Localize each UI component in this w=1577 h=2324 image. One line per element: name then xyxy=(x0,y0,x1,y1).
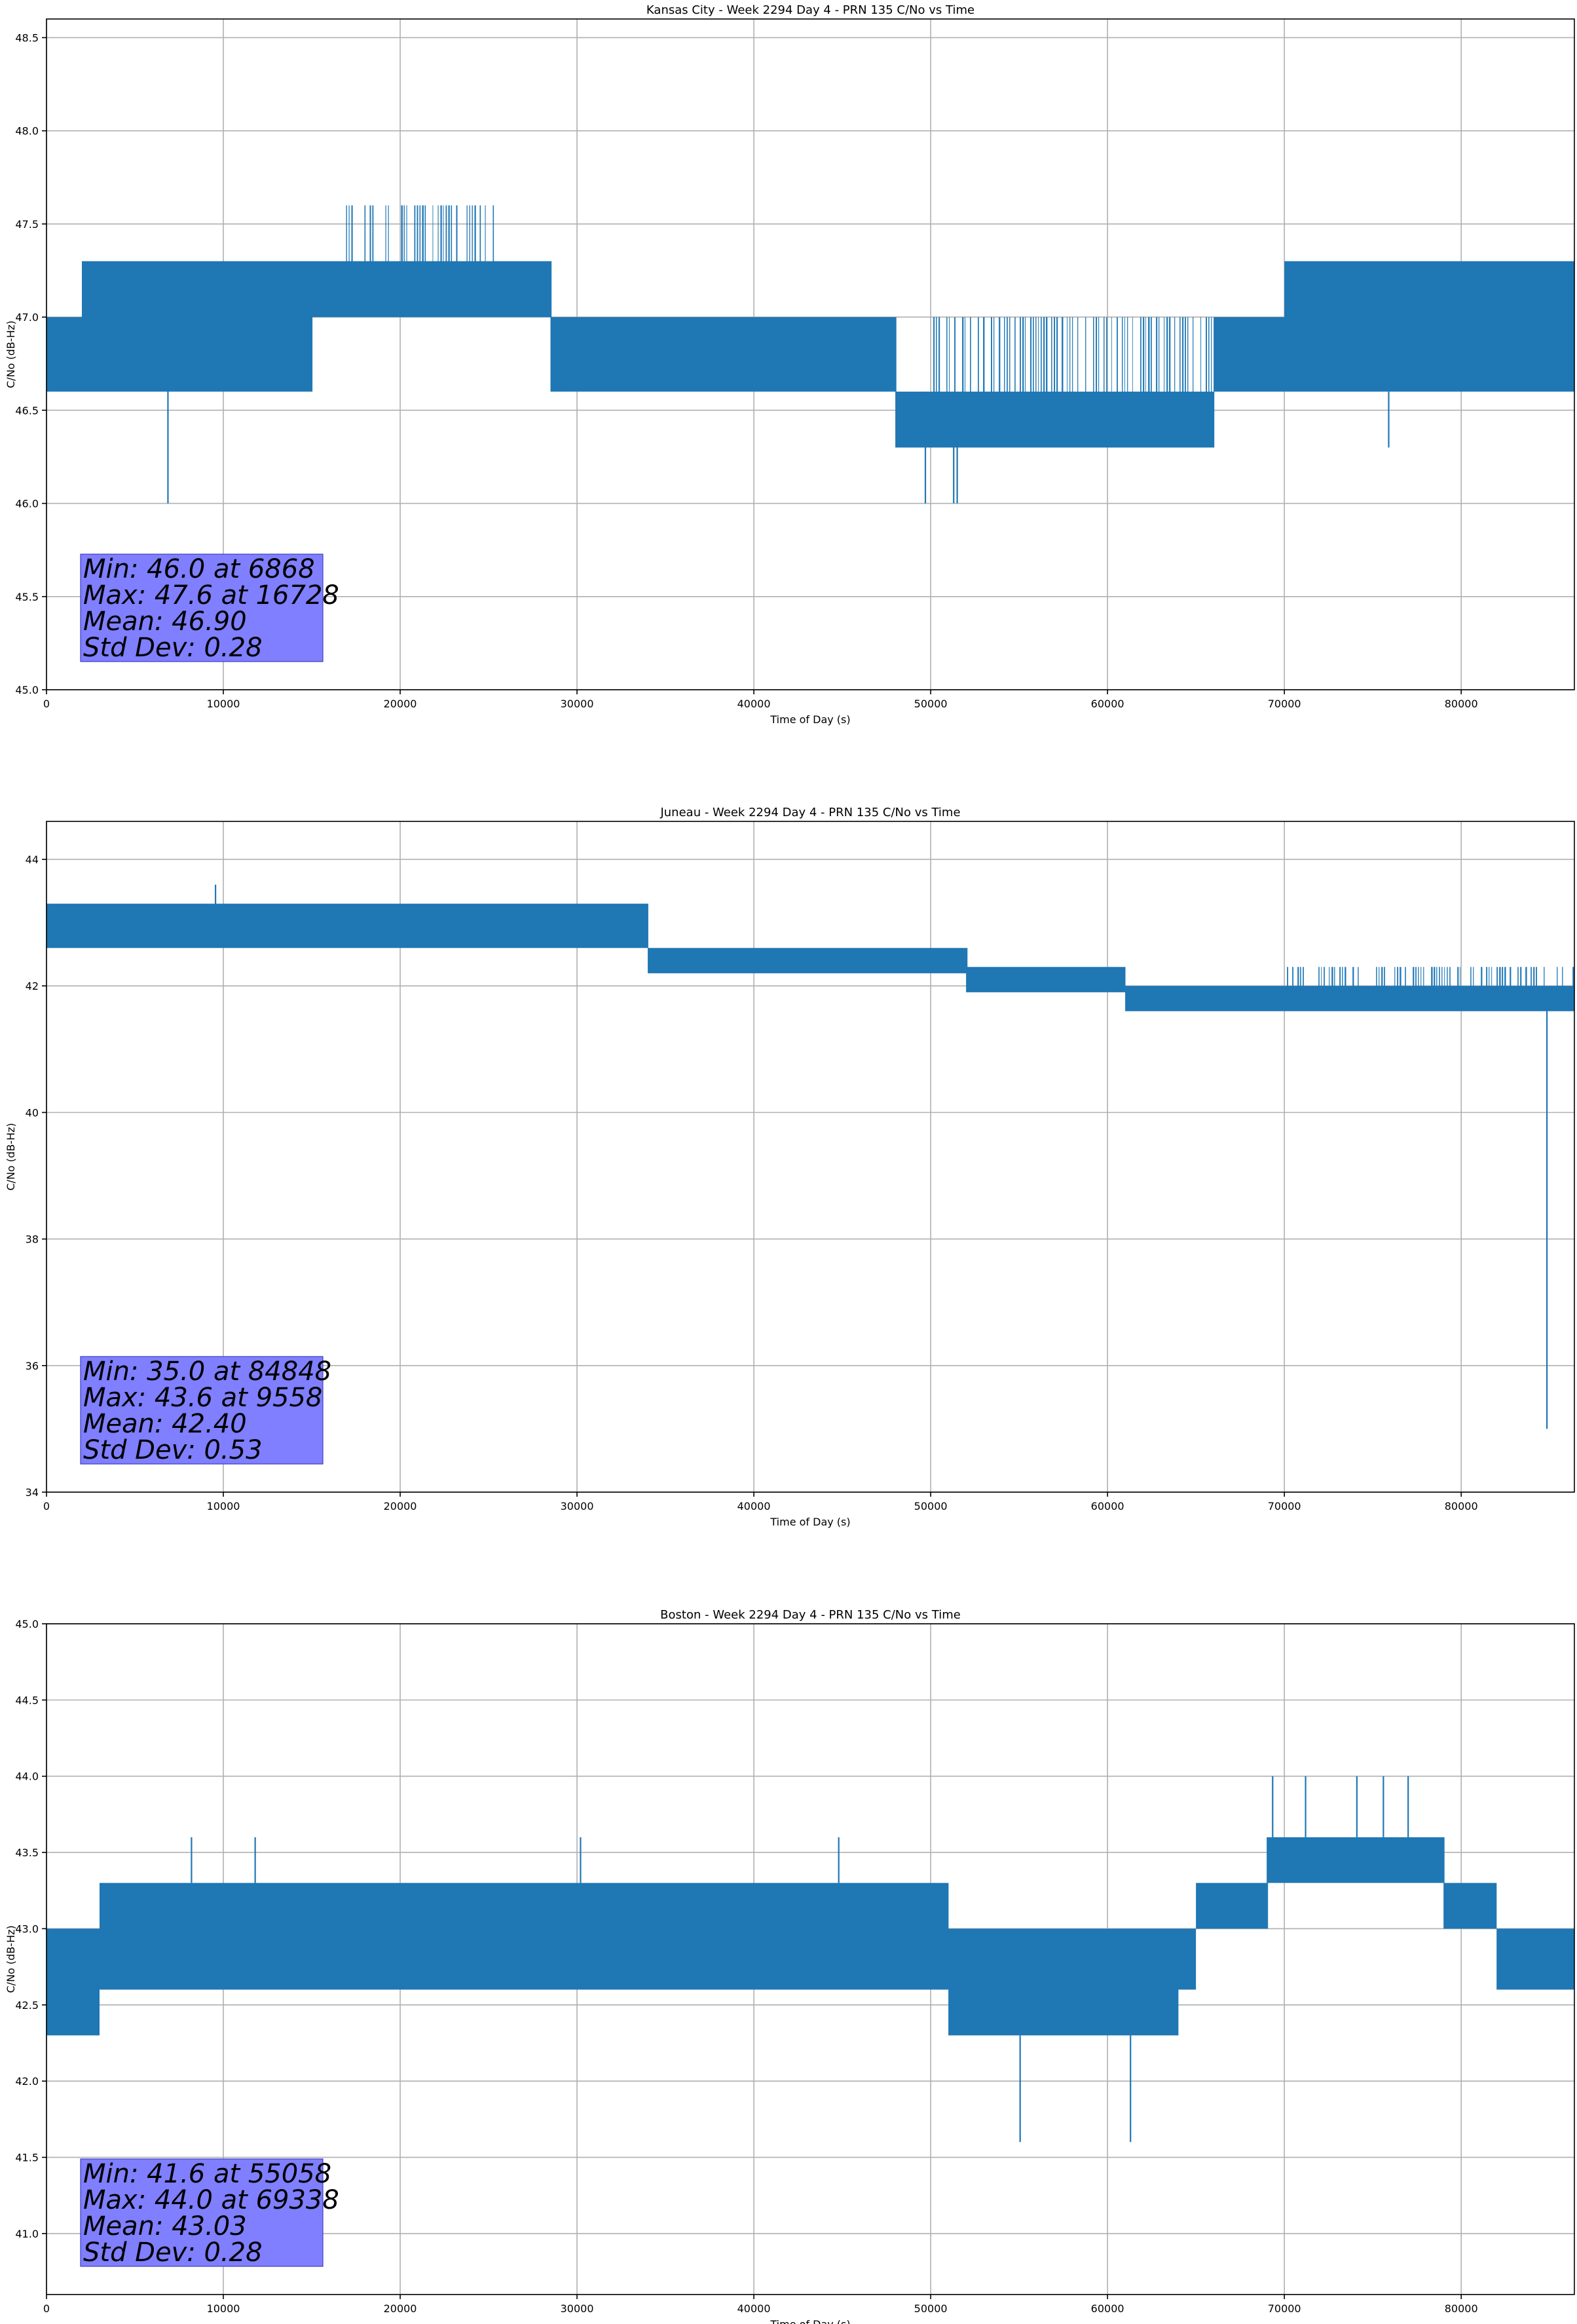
y-tick-label: 38 xyxy=(26,1233,39,1246)
x-tick-label: 80000 xyxy=(1445,1500,1478,1512)
y-tick-label: 40 xyxy=(26,1106,39,1119)
x-tick-label: 80000 xyxy=(1445,2302,1478,2315)
y-tick-label: 41.5 xyxy=(15,2152,39,2164)
y-tick-label: 42 xyxy=(26,980,39,992)
y-axis-label: C/No (dB-Hz) xyxy=(5,1123,17,1190)
chart-title: Kansas City - Week 2294 Day 4 - PRN 135 … xyxy=(646,3,974,17)
stats-line: Std Dev: 0.28 xyxy=(83,633,263,663)
y-tick-label: 41.0 xyxy=(15,2228,39,2240)
x-tick-label: 70000 xyxy=(1268,1500,1301,1512)
x-tick-label: 10000 xyxy=(207,2302,240,2315)
y-tick-label: 47.5 xyxy=(15,218,39,231)
x-tick-label: 0 xyxy=(43,2302,50,2315)
y-tick-label: 44.5 xyxy=(15,1694,39,1706)
stats-box xyxy=(80,553,324,662)
chart-panel-0: 0 10000 20000 30000 40000 50000 60000 70000 8000… xyxy=(5,3,1575,726)
x-tick-label: 40000 xyxy=(737,1500,771,1512)
chart-panel-2: 0 10000 20000 30000 40000 50000 60000 70000 8000… xyxy=(5,1608,1575,2324)
series-line xyxy=(46,1837,1574,2036)
x-tick-label: 70000 xyxy=(1268,2302,1301,2315)
stats-line: Max: 47.6 at 16728 xyxy=(83,580,339,610)
x-tick-label: 50000 xyxy=(914,698,948,710)
y-tick-label: 44.0 xyxy=(15,1771,39,1783)
x-tick-label: 60000 xyxy=(1091,698,1124,710)
x-tick-label: 0 xyxy=(43,1500,50,1512)
y-tick-label: 46.0 xyxy=(15,498,39,510)
plot-frame xyxy=(46,1623,1575,2295)
x-tick-label: 50000 xyxy=(914,2302,948,2315)
x-tick-label: 30000 xyxy=(561,2302,594,2315)
stats-line: Std Dev: 0.53 xyxy=(83,1435,263,1465)
chart-title: Juneau - Week 2294 Day 4 - PRN 135 C/No … xyxy=(659,806,960,819)
y-axis-label: C/No (dB-Hz) xyxy=(5,1925,17,1993)
data-series xyxy=(46,1776,1574,2143)
x-tick-label: 20000 xyxy=(384,1500,417,1512)
x-tick-label: 60000 xyxy=(1091,2302,1124,2315)
x-tick-label: 60000 xyxy=(1091,1500,1124,1512)
y-tick-label: 42.5 xyxy=(15,1999,39,2012)
x-tick-label: 10000 xyxy=(207,1500,240,1512)
y-tick-label: 48.5 xyxy=(15,31,39,44)
stats-line: Min: 35.0 at 84848 xyxy=(83,1357,331,1387)
y-tick-label: 47.0 xyxy=(15,311,39,324)
x-tick-label: 50000 xyxy=(914,1500,948,1512)
y-tick-label: 45.0 xyxy=(15,1618,39,1630)
y-tick-label: 46.5 xyxy=(15,404,39,417)
stats-line: Min: 41.6 at 55058 xyxy=(83,2159,331,2189)
stats-line: Mean: 42.40 xyxy=(83,1409,247,1439)
x-tick-label: 40000 xyxy=(737,698,771,710)
y-axis-label: C/No (dB-Hz) xyxy=(5,320,17,388)
plot-frame xyxy=(46,18,1575,690)
y-tick-label: 48.0 xyxy=(15,125,39,138)
x-tick-label: 80000 xyxy=(1445,698,1478,710)
series-line xyxy=(46,205,1574,448)
y-tick-label: 42.0 xyxy=(15,2075,39,2088)
series-line xyxy=(46,903,1574,1011)
x-axis-label: Time of Day (s) xyxy=(770,713,850,726)
y-tick-label: 43.5 xyxy=(15,1846,39,1859)
y-tick-label: 34 xyxy=(26,1486,39,1499)
x-tick-label: 40000 xyxy=(737,2302,771,2315)
x-tick-label: 70000 xyxy=(1268,698,1301,710)
stats-box xyxy=(80,2158,324,2267)
chart-title: Boston - Week 2294 Day 4 - PRN 135 C/No … xyxy=(660,1608,961,1622)
stats-line: Mean: 46.90 xyxy=(83,607,247,637)
stats-box xyxy=(80,1356,324,1465)
stats-line: Max: 43.6 at 9558 xyxy=(83,1383,322,1413)
x-tick-label: 20000 xyxy=(384,2302,417,2315)
data-series xyxy=(46,884,1574,1429)
x-tick-label: 20000 xyxy=(384,698,417,710)
x-tick-label: 30000 xyxy=(561,698,594,710)
data-series xyxy=(46,205,1574,504)
y-tick-label: 36 xyxy=(26,1360,39,1372)
stats-line: Std Dev: 0.28 xyxy=(83,2238,263,2268)
x-tick-label: 10000 xyxy=(207,698,240,710)
y-tick-label: 45.5 xyxy=(15,591,39,603)
stats-line: Min: 46.0 at 6868 xyxy=(83,554,315,584)
plot-frame xyxy=(46,821,1575,1493)
x-tick-label: 30000 xyxy=(561,1500,594,1512)
x-axis-label: Time of Day (s) xyxy=(770,2318,850,2324)
x-tick-label: 0 xyxy=(43,698,50,710)
x-axis-label: Time of Day (s) xyxy=(770,1516,850,1528)
chart-panel-1: 0 10000 20000 30000 40000 50000 60000 70000 8000… xyxy=(5,806,1575,1528)
stats-line: Mean: 43.03 xyxy=(83,2211,247,2241)
stats-line: Max: 44.0 at 69338 xyxy=(83,2185,339,2215)
y-tick-label: 43.0 xyxy=(15,1922,39,1935)
y-tick-label: 44 xyxy=(26,853,39,866)
y-tick-label: 45.0 xyxy=(15,684,39,696)
